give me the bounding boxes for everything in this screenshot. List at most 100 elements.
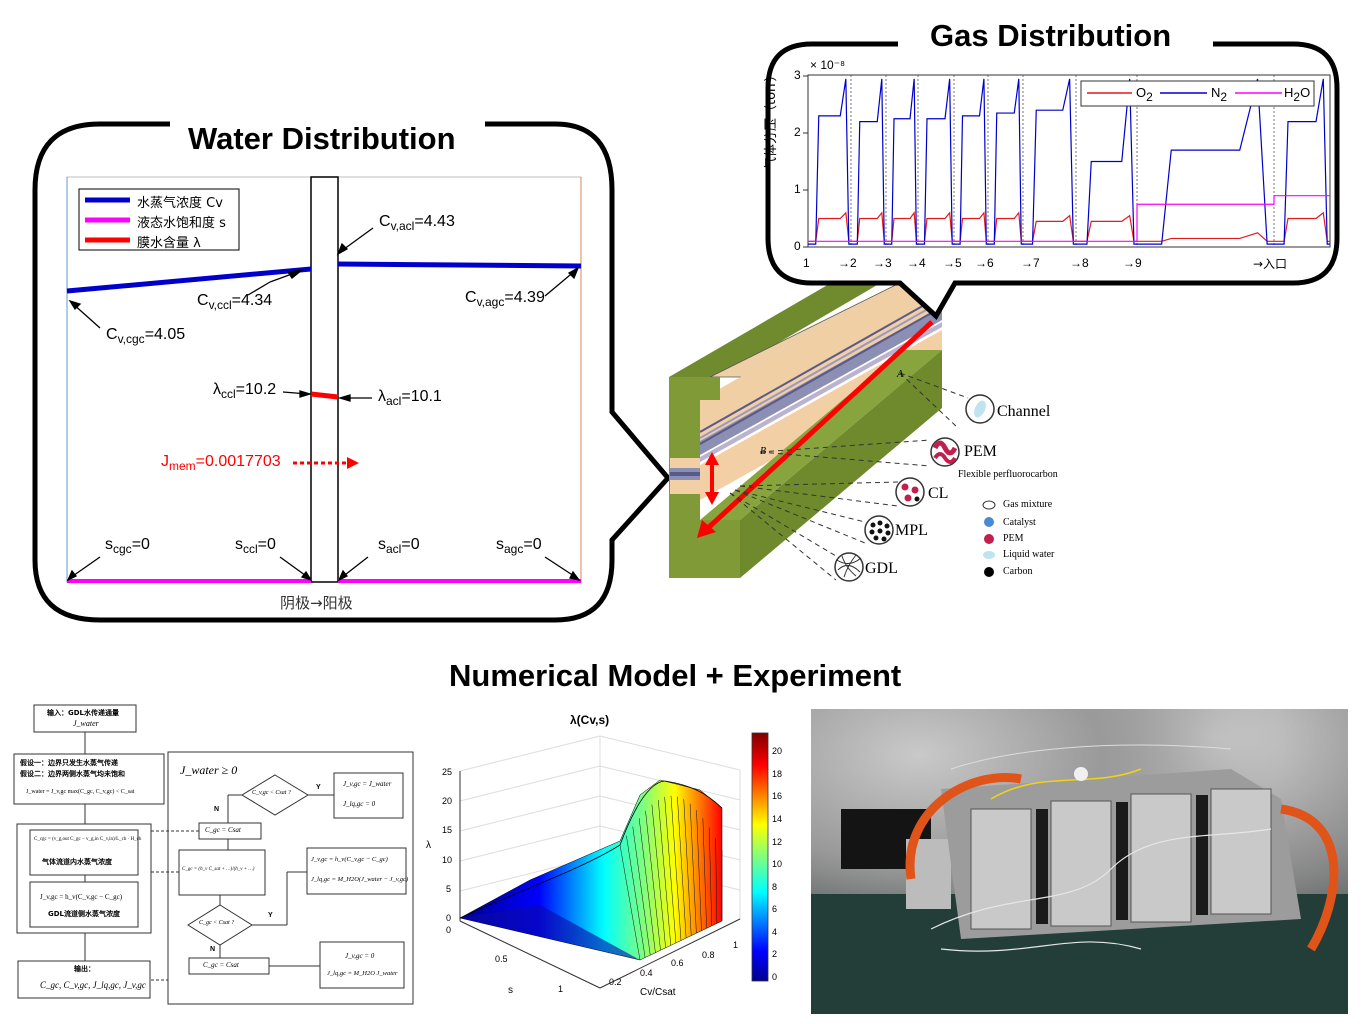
- mark-a: A: [897, 369, 904, 380]
- label-lambda-ccl: λccl=10.2: [213, 381, 277, 401]
- colorbar-tick: 16: [772, 791, 783, 802]
- fc-box-b1: J_v,gc = h_v(C_v,gc − C_gc): [311, 856, 388, 863]
- gas-legend-n2: N2: [1211, 85, 1228, 104]
- water-distribution-title: Water Distribution: [178, 121, 466, 157]
- label-cv-agc: Cv,agc=4.39: [465, 289, 545, 309]
- fc-assume-2: 假设二：边界两侧水蒸气均未饱和: [20, 770, 125, 778]
- gas-ytick-0: 0: [794, 239, 801, 253]
- cv-anode-line: [337, 261, 582, 269]
- label-flexible: Flexible perfluorocarbon: [958, 469, 1058, 480]
- fc-box-c2: J_lq,gc = M_H2O J_water: [327, 970, 398, 977]
- fc-dec-1: C_v,gc < Csat ?: [252, 790, 291, 796]
- surface-ytick-05: 0.5: [495, 954, 508, 964]
- fc-box-a2: J_lq,gc = 0: [343, 800, 376, 808]
- label-s-agc: sagc=0: [496, 536, 542, 556]
- fc-no-1: N: [214, 806, 220, 813]
- surface-rib: [645, 810, 661, 951]
- fc-output-title: 输出：: [74, 965, 95, 973]
- fc-assume-1: 假设一：边界只发生水蒸气传递: [20, 759, 118, 767]
- label-cl: CL: [928, 485, 949, 502]
- surface-rib: [626, 835, 646, 958]
- surface-rib: [632, 826, 651, 956]
- surface-xtick-06: 0.6: [671, 958, 684, 968]
- surface-rib: [658, 799, 671, 946]
- colorbar-tick: 4: [772, 926, 778, 937]
- fc-yes-2: Y: [268, 912, 273, 919]
- surface-xlabel: Cv/Csat: [640, 987, 676, 998]
- gas-ytick-1: 1: [794, 182, 801, 196]
- fc-note-gdl: GDL流道侧水蒸气浓度: [48, 910, 121, 918]
- fc-note-cgc: 气体流道内水蒸气浓度: [42, 858, 112, 866]
- key-pem: PEM: [1003, 533, 1024, 544]
- experiment-photo: [811, 709, 1348, 1014]
- gas-legend-o2: O2: [1136, 85, 1153, 104]
- surface-rib: [677, 796, 687, 939]
- colorbar-tick: 8: [772, 881, 778, 892]
- colorbar-tick: 14: [772, 814, 783, 824]
- fc-no-2: N: [210, 946, 216, 953]
- surface-ylabel: s: [508, 985, 513, 996]
- legend-lambda: 膜水含量 λ: [137, 236, 201, 251]
- gas-xtick-3: →3: [873, 256, 892, 270]
- surface-ztick-0: 0: [446, 913, 452, 923]
- surface-ytick-0: 0: [446, 925, 452, 935]
- colorbar-tick: 10: [772, 859, 783, 870]
- surface-ztick-5: 5: [446, 884, 452, 894]
- label-s-cgc: scgc=0: [105, 536, 150, 556]
- surface-rib: [670, 795, 682, 941]
- fc-box-a1: J_v,gc = J_water: [343, 780, 392, 788]
- surface-zlabel: λ: [426, 840, 431, 851]
- label-pem: PEM: [964, 443, 997, 460]
- gas-xtick-5: →5: [943, 256, 962, 270]
- label-cv-acl: Cv,acl=4.43: [379, 213, 455, 233]
- label-s-acl: sacl=0: [378, 536, 420, 556]
- cv-cathode-line: [66, 266, 312, 294]
- fc-eq-jwater: J_water = J_v,gc max(C_gc, C_v,gc) < C_s…: [26, 789, 135, 795]
- fc-input-1: 输入：GDL水传递通量: [47, 709, 120, 717]
- surface-ztick-15: 15: [442, 825, 453, 835]
- key-gas-mixture: Gas mixture: [1003, 499, 1053, 510]
- label-mpl: MPL: [895, 522, 928, 539]
- label-lambda-acl: λacl=10.1: [378, 388, 442, 408]
- fc-dec-2: C_gc < Csat ?: [199, 920, 235, 926]
- surface-rib: [651, 804, 666, 948]
- gas-series-h2o: [808, 195, 1330, 242]
- fc-output-vals: C_gc, C_v,gc, J_lq,gc, J_v,gc: [40, 980, 146, 990]
- surface-rib: [702, 818, 707, 929]
- surface-ytick-1: 1: [558, 984, 564, 994]
- surface-ztick-25: 25: [442, 767, 453, 777]
- key-liquid-water: Liquid water: [1003, 549, 1055, 560]
- colorbar-tick: 6: [772, 904, 778, 915]
- label-s-ccl: sccl=0: [235, 536, 276, 556]
- surface-rib: [638, 818, 656, 953]
- gas-xtick-7: →7: [1021, 256, 1040, 270]
- gas-xtick-4: →4: [907, 256, 926, 270]
- colorbar-tick: 20: [772, 746, 783, 757]
- fc-yes-1: Y: [316, 784, 321, 791]
- gas-legend-h2o: H2O: [1284, 85, 1311, 104]
- legend-s: 液态水饱和度 s: [137, 216, 226, 231]
- gas-series-n2: [808, 78, 1330, 245]
- surface-rib: [664, 796, 677, 943]
- gas-ytick-3: 3: [794, 68, 801, 82]
- surface-ztick-10: 10: [442, 855, 453, 865]
- surface-ztick-20: 20: [442, 796, 453, 806]
- fc-box-csat2: C_gc = Csat: [203, 961, 239, 969]
- gas-xtick-6: →6: [975, 256, 994, 270]
- key-carbon: Carbon: [1003, 566, 1033, 577]
- gas-xtick-9: →9: [1123, 256, 1142, 270]
- colorbar-tick: 18: [772, 768, 783, 779]
- stack-illustration: [811, 744, 1348, 1014]
- key-catalyst: Catalyst: [1003, 517, 1036, 528]
- gas-xtick-1: 1: [803, 256, 810, 270]
- surface-rib: [619, 844, 641, 961]
- fc-input-2: J_water: [73, 719, 99, 728]
- surface-title: λ(Cv,s): [570, 713, 610, 727]
- label-cv-ccl: Cv,ccl=4.34: [197, 292, 273, 312]
- surface-rib: [696, 810, 702, 931]
- gas-y-exponent: × 10⁻⁸: [810, 58, 846, 72]
